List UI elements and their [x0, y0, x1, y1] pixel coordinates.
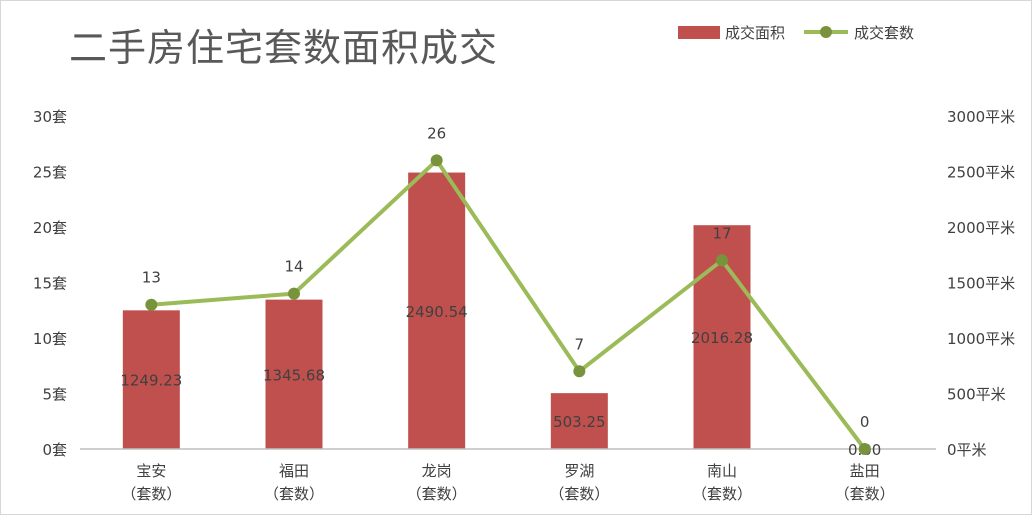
- count-point: [716, 254, 728, 267]
- left-tick-label: 0套: [42, 441, 67, 459]
- right-tick-label: 1500平米: [947, 275, 1015, 293]
- category-label-line: 龙岗: [422, 462, 452, 480]
- right-tick-label: 2000平米: [947, 219, 1015, 237]
- bar-data-label: 1345.68: [263, 366, 325, 384]
- legend-swatch-area: [678, 26, 720, 39]
- category-label-line: （套数）: [549, 485, 609, 503]
- category-label: 盐田 （套数）: [835, 462, 895, 503]
- right-tick-label: 500平米: [947, 386, 1006, 404]
- category-label: 福田 （套数）: [264, 462, 324, 503]
- bar: [265, 299, 323, 449]
- left-tick-label: 10套: [33, 330, 67, 348]
- bar: [122, 310, 180, 449]
- legend: 成交面积 成交套数: [678, 24, 914, 42]
- category-label: 宝安 （套数）: [121, 462, 181, 503]
- category-label-line: （套数）: [121, 485, 181, 503]
- count-point: [573, 365, 586, 378]
- bar: [550, 393, 608, 449]
- category-label-line: 罗湖: [564, 462, 594, 480]
- category-label-line: （套数）: [407, 485, 467, 503]
- legend-marker-count: [820, 26, 832, 38]
- left-tick-label: 20套: [33, 219, 67, 237]
- category-label-line: 福田: [279, 462, 309, 480]
- count-data-label: 7: [575, 335, 585, 353]
- legend-label-area: 成交面积: [725, 24, 785, 42]
- count-point: [288, 287, 300, 300]
- legend-label-count: 成交套数: [854, 24, 914, 42]
- count-data-label: 17: [712, 224, 731, 242]
- count-data-label: 0: [860, 413, 870, 431]
- left-tick-label: 25套: [33, 164, 67, 182]
- count-data-label: 13: [142, 269, 161, 287]
- left-tick-label: 15套: [33, 275, 67, 293]
- category-label-line: 南山: [707, 462, 737, 480]
- count-data-label: 14: [284, 258, 303, 276]
- bar-data-label: 503.25: [553, 413, 606, 431]
- right-tick-label: 2500平米: [947, 164, 1015, 182]
- right-axis: 0平米 500平米 1000平米 1500平米 2000平米 2500平米 3000平米: [947, 108, 1015, 459]
- count-data-label: 26: [427, 124, 446, 142]
- left-axis: 0套 5套 10套 15套 20套 25套 30套: [33, 108, 67, 459]
- category-label-line: （套数）: [264, 485, 324, 503]
- bar: [408, 172, 466, 450]
- category-label-line: 盐田: [850, 462, 880, 480]
- category-label: 南山 （套数）: [692, 462, 752, 503]
- right-tick-label: 0平米: [947, 441, 987, 459]
- category-label: 龙岗 （套数）: [407, 462, 467, 503]
- category-label-line: （套数）: [692, 485, 752, 503]
- line-data-labels: 13 14 26 7 17 0: [142, 124, 870, 431]
- right-tick-label: 1000平米: [947, 330, 1015, 348]
- bar-data-label: 1249.23: [120, 372, 182, 390]
- category-label-line: 宝安: [136, 462, 166, 480]
- category-label-line: （套数）: [835, 485, 895, 503]
- category-label: 罗湖 （套数）: [549, 462, 609, 503]
- left-tick-label: 5套: [42, 386, 67, 404]
- bar-data-label: 2490.54: [406, 303, 468, 321]
- bar-data-label: 2016.28: [691, 329, 753, 347]
- line-series-count: [145, 154, 871, 455]
- right-tick-label: 3000平米: [947, 108, 1015, 126]
- left-tick-label: 30套: [33, 108, 67, 126]
- count-point: [858, 443, 871, 455]
- x-axis-categories: 宝安 （套数） 福田 （套数） 龙岗 （套数） 罗湖 （套数） 南山 （套数） 盐田 （套数）: [121, 462, 894, 503]
- count-line: [151, 158, 867, 451]
- chart-title: 二手房住宅套数面积成交: [69, 26, 498, 70]
- count-point: [145, 298, 158, 311]
- bar-series-area: [122, 172, 751, 450]
- count-point: [430, 154, 443, 167]
